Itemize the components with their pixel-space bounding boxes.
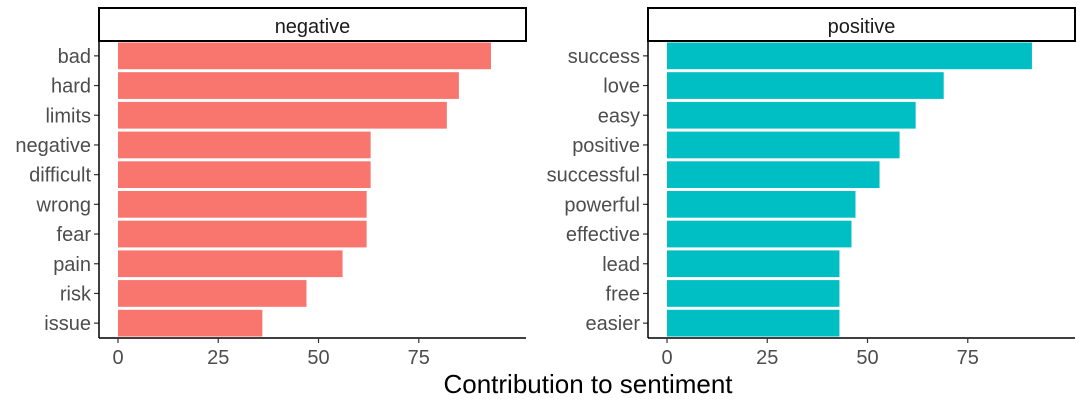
bar-negative-fear — [118, 220, 367, 248]
strip-label-positive: positive — [828, 16, 896, 38]
category-label-negative-limits: limits — [45, 105, 91, 127]
bar-negative-wrong — [118, 190, 367, 218]
bar-positive-easier — [667, 309, 840, 337]
bar-negative-issue — [118, 309, 263, 337]
panel-positive: positive success love easy positive successfu… — [547, 7, 1076, 369]
category-label-positive-successful: successful — [547, 165, 640, 187]
category-label-positive-easier: easier — [586, 313, 641, 335]
category-label-negative-pain: pain — [53, 254, 91, 276]
x-tick-label-positive-75: 75 — [957, 347, 979, 369]
panel-negative: negative bad hard limits negative difficult wr… — [15, 7, 527, 369]
category-label-negative-risk: risk — [60, 283, 92, 305]
category-label-positive-powerful: powerful — [564, 194, 640, 216]
bar-positive-positive — [667, 131, 900, 159]
category-label-positive-love: love — [603, 76, 640, 98]
x-axis-title: Contribution to sentiment — [443, 369, 733, 399]
bar-positive-love — [667, 72, 944, 99]
category-label-positive-effective: effective — [566, 224, 640, 246]
bar-positive-powerful — [667, 190, 856, 218]
x-tick-label-negative-0: 0 — [112, 347, 123, 369]
facet-panels: negative bad hard limits negative difficult wr… — [15, 7, 1076, 369]
category-label-negative-negative: negative — [15, 135, 91, 157]
bar-positive-lead — [667, 250, 840, 278]
strip-box-positive — [647, 7, 1076, 42]
category-label-positive-success: success — [568, 46, 640, 68]
bar-negative-bad — [118, 42, 491, 70]
x-tick-label-negative-75: 75 — [408, 347, 430, 369]
bar-negative-limits — [118, 101, 447, 129]
bar-positive-successful — [667, 161, 880, 189]
category-label-negative-hard: hard — [51, 76, 91, 98]
category-label-positive-lead: lead — [602, 254, 640, 276]
bar-positive-success — [667, 42, 1032, 70]
x-tick-label-negative-50: 50 — [307, 347, 329, 369]
bar-positive-free — [667, 280, 840, 307]
bar-positive-effective — [667, 220, 852, 248]
bar-negative-hard — [118, 72, 459, 99]
bar-negative-negative — [118, 131, 371, 159]
x-tick-label-positive-50: 50 — [856, 347, 878, 369]
category-label-negative-wrong: wrong — [36, 194, 91, 216]
strip-label-negative: negative — [275, 16, 351, 38]
category-label-negative-fear: fear — [57, 224, 92, 246]
strip-box-negative — [98, 7, 527, 42]
x-tick-label-negative-25: 25 — [207, 347, 229, 369]
bar-positive-easy — [667, 101, 916, 129]
category-label-negative-bad: bad — [58, 46, 91, 68]
bar-negative-difficult — [118, 161, 371, 189]
bar-negative-pain — [118, 250, 343, 278]
category-label-positive-easy: easy — [598, 105, 640, 127]
x-tick-label-positive-0: 0 — [661, 347, 672, 369]
bar-negative-risk — [118, 280, 307, 307]
category-label-negative-difficult: difficult — [29, 165, 91, 187]
x-tick-label-positive-25: 25 — [756, 347, 778, 369]
category-label-positive-positive: positive — [572, 135, 640, 157]
category-label-negative-issue: issue — [44, 313, 91, 335]
category-label-positive-free: free — [606, 283, 640, 305]
